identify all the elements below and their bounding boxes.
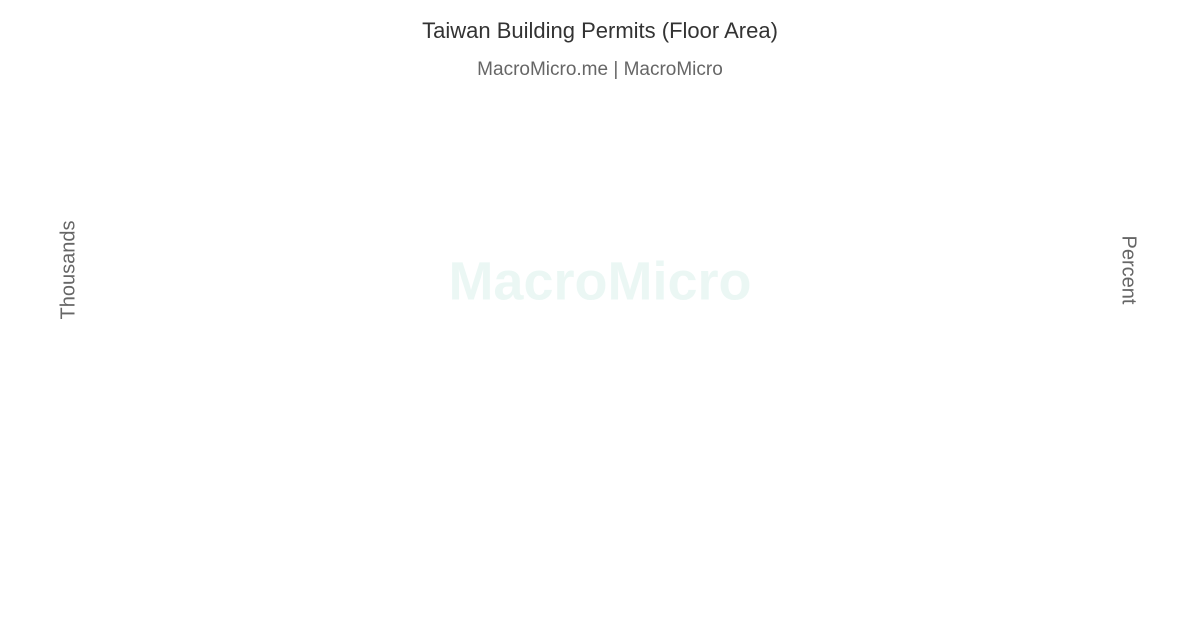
chart-title: Taiwan Building Permits (Floor Area) (422, 18, 778, 43)
y2-axis-title: Percent (1118, 236, 1140, 305)
watermark: MacroMicro (448, 251, 751, 311)
chart-subtitle: MacroMicro.me | MacroMicro (477, 59, 723, 80)
y-axis-title: Thousands (57, 221, 79, 320)
